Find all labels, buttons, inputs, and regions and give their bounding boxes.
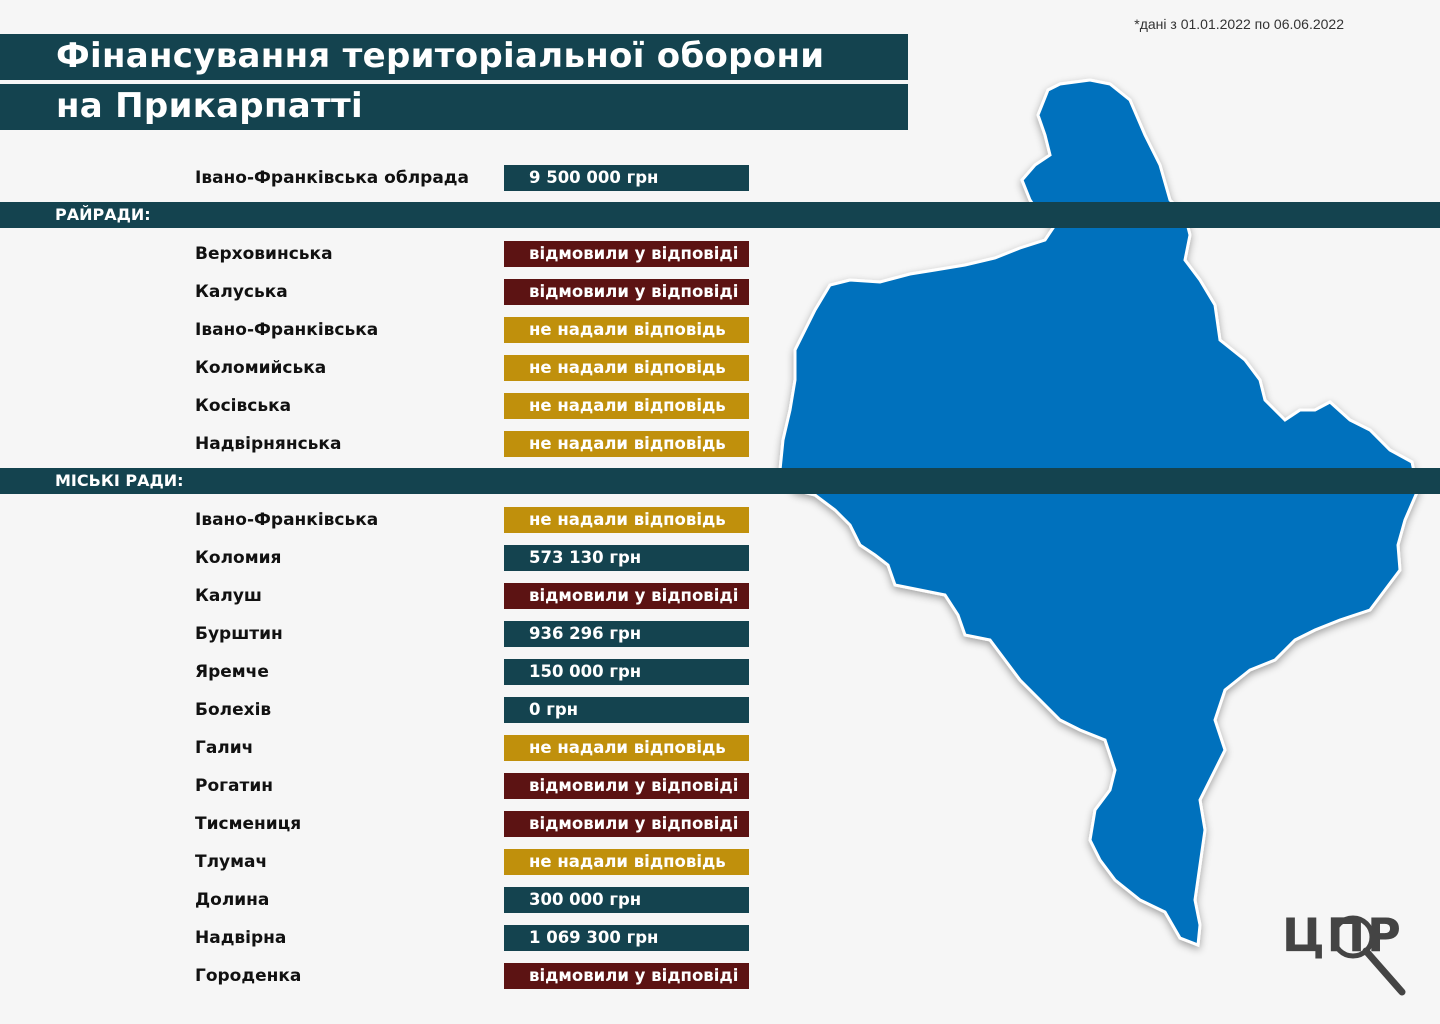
list-item: Долина 300 000 грн [0,887,760,913]
row-name: Городенка [195,966,302,986]
row-value: 573 130 грн [504,545,749,571]
title-line-1-bar: Фінансування територіальної оборони [0,34,908,80]
row-name: Івано-Франківська [195,510,379,530]
list-item: Рогатин відмовили у відповіді [0,773,760,799]
date-range-note: *дані з 01.01.2022 по 06.06.2022 [1134,16,1344,32]
row-value: відмовили у відповіді [504,583,749,609]
row-name: Івано-Франківська облрада [195,168,470,188]
row-value: не надали відповідь [504,317,749,343]
row-value: відмовили у відповіді [504,963,749,989]
row-value: відмовили у відповіді [504,241,749,267]
list-item: Косівська не надали відповідь [0,393,760,419]
list-item: Верховинська відмовили у відповіді [0,241,760,267]
row-name: Верховинська [195,244,333,264]
magnifier-icon [1331,915,1406,996]
row-value: 300 000 грн [504,887,749,913]
page-title-line-2: на Прикарпатті [56,86,363,126]
row-value: не надали відповідь [504,431,749,457]
row-name: Галич [195,738,254,758]
row-value: не надали відповідь [504,393,749,419]
row-name: Надвірнянська [195,434,342,454]
list-item: Тлумач не надали відповідь [0,849,760,875]
row-name: Коломийська [195,358,327,378]
row-value: 1 069 300 грн [504,925,749,951]
row-value: відмовили у відповіді [504,773,749,799]
row-value: 936 296 грн [504,621,749,647]
list-item: Надвірна 1 069 300 грн [0,925,760,951]
row-value: 150 000 грн [504,659,749,685]
list-item: Бурштин 936 296 грн [0,621,760,647]
list-item: Городенка відмовили у відповіді [0,963,760,989]
list-item: Калуш відмовили у відповіді [0,583,760,609]
list-item: Івано-Франківська не надали відповідь [0,317,760,343]
row-name: Калуська [195,282,288,302]
row-name: Коломия [195,548,282,568]
list-item: Коломия 573 130 грн [0,545,760,571]
list-item: Івано-Франківська не надали відповідь [0,507,760,533]
cpr-logo: ЦПР [1282,908,1412,998]
row-value: 9 500 000 грн [504,165,749,191]
row-name: Яремче [195,662,269,682]
list-item: Галич не надали відповідь [0,735,760,761]
list-item: Яремче 150 000 грн [0,659,760,685]
list-item: Коломийська не надали відповідь [0,355,760,381]
section-raion-label: РАЙРАДИ: [55,205,151,224]
row-value: 0 грн [504,697,749,723]
list-item: Тисмениця відмовили у відповіді [0,811,760,837]
section-raion-bar: РАЙРАДИ: [0,202,1440,228]
row-name: Рогатин [195,776,274,796]
row-name: Надвірна [195,928,287,948]
list-item: Надвірнянська не надали відповідь [0,431,760,457]
section-city-bar: МІСЬКІ РАДИ: [0,468,1440,494]
page-title-line-1: Фінансування територіальної оборони [56,36,825,76]
row-value: не надали відповідь [504,507,749,533]
row-name: Тисмениця [195,814,302,834]
row-name: Тлумач [195,852,268,872]
list-item: Калуська відмовили у відповіді [0,279,760,305]
row-name: Калуш [195,586,262,606]
row-name: Болехів [195,700,272,720]
oblrada-row: Івано-Франківська облрада 9 500 000 грн [0,165,760,191]
row-value: відмовили у відповіді [504,279,749,305]
row-name: Косівська [195,396,292,416]
row-value: не надали відповідь [504,355,749,381]
title-line-2-bar: на Прикарпатті [0,84,908,130]
section-city-label: МІСЬКІ РАДИ: [55,471,184,490]
row-value: не надали відповідь [504,735,749,761]
list-item: Болехів 0 грн [0,697,760,723]
row-value: не надали відповідь [504,849,749,875]
row-name: Долина [195,890,270,910]
row-value: відмовили у відповіді [504,811,749,837]
row-name: Бурштин [195,624,283,644]
row-name: Івано-Франківська [195,320,379,340]
